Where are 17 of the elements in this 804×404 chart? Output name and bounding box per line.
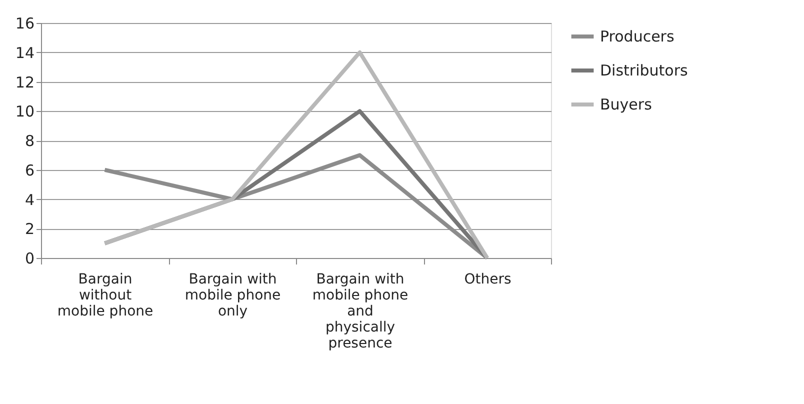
legend-label: Buyers bbox=[600, 96, 652, 114]
y-tick-label: 14 bbox=[15, 44, 34, 62]
x-tick-label: Others bbox=[464, 272, 512, 288]
y-tick-label: 12 bbox=[15, 73, 34, 92]
legend-label: Producers bbox=[600, 28, 674, 46]
x-tick-label: Bargain with mobile phone and physically presence bbox=[312, 272, 408, 352]
y-tick-label: 16 bbox=[15, 14, 34, 32]
x-tick-label: Bargain without mobile phone bbox=[57, 272, 154, 320]
line-series bbox=[102, 50, 490, 260]
y-tick-label: 10 bbox=[15, 102, 34, 121]
legend-label: Distributors bbox=[600, 62, 688, 80]
y-tick-label: 2 bbox=[24, 220, 34, 238]
y-tick-label: 4 bbox=[24, 190, 34, 209]
x-tick-label: Bargain with mobile phone only bbox=[184, 272, 281, 320]
y-tick-label: 6 bbox=[24, 161, 34, 180]
y-tick-label: 8 bbox=[24, 132, 34, 150]
y-tick-label: 0 bbox=[24, 250, 34, 268]
